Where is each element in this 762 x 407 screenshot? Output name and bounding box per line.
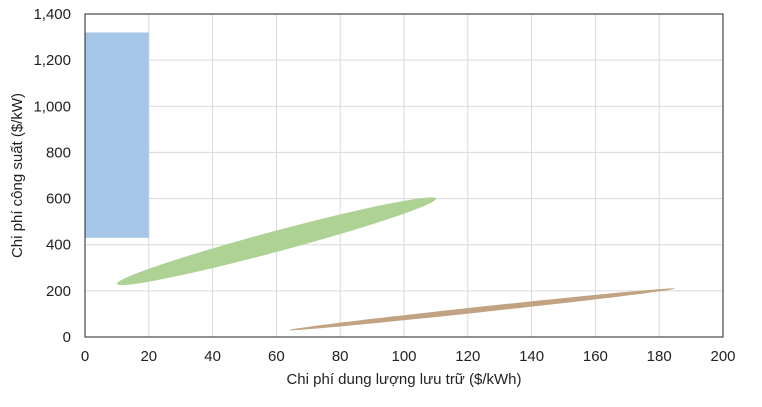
region-ellipse-2 (116, 197, 436, 286)
x-tick-label: 180 (647, 348, 672, 365)
x-tick-label: 120 (455, 348, 480, 365)
y-tick-label: 400 (46, 237, 71, 254)
y-tick-label: 1,400 (33, 6, 71, 23)
y-axis-label: Chi phí công suất ($/kW) (9, 93, 26, 258)
region-rectangle-1 (85, 32, 149, 238)
x-tick-label: 200 (710, 348, 735, 365)
chart-regions (85, 32, 676, 331)
grid (84, 13, 724, 338)
y-tick-label: 1,200 (33, 52, 71, 69)
y-tick-label: 800 (46, 144, 71, 161)
y-tick-label: 0 (63, 329, 71, 346)
plot-border (84, 13, 724, 338)
x-tick-label: 40 (204, 348, 221, 365)
x-axis-label: Chi phí dung lượng lưu trữ ($/kWh) (286, 371, 521, 388)
x-tick-label: 100 (391, 348, 416, 365)
region-ellipse-3 (289, 288, 676, 331)
y-axis-ticks: 0 200 400 600 800 1,000 1,200 1,400 (33, 6, 71, 346)
y-tick-label: 1,000 (33, 98, 71, 115)
y-tick-label: 600 (46, 191, 71, 208)
x-tick-label: 80 (332, 348, 349, 365)
x-axis-ticks: 0 20 40 60 80 100 120 140 160 180 200 (81, 348, 736, 365)
x-tick-label: 160 (583, 348, 608, 365)
x-tick-label: 20 (140, 348, 157, 365)
x-tick-label: 0 (81, 348, 89, 365)
x-tick-label: 60 (268, 348, 285, 365)
y-tick-label: 200 (46, 283, 71, 300)
x-tick-label: 140 (519, 348, 544, 365)
